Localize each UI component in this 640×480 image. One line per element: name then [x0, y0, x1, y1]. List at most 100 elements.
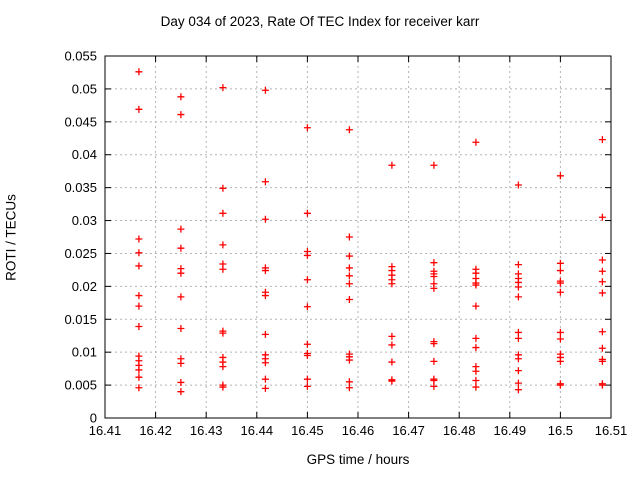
data-point-marker: [219, 363, 227, 371]
data-point-marker: [135, 249, 143, 257]
data-point-marker: [345, 264, 353, 272]
data-point-marker: [556, 357, 564, 365]
data-point-marker: [556, 328, 564, 336]
data-point-marker: [430, 272, 438, 280]
data-point-marker: [598, 256, 606, 264]
data-point-marker: [514, 367, 522, 375]
data-point-marker: [135, 323, 143, 331]
data-point-marker: [261, 384, 269, 392]
data-point-marker: [388, 280, 396, 288]
data-point-marker: [598, 381, 606, 389]
data-point-marker: [514, 386, 522, 394]
data-point-marker: [219, 184, 227, 192]
data-point-marker: [135, 366, 143, 374]
y-tick-label: 0.04: [72, 147, 97, 162]
data-point-marker: [135, 384, 143, 392]
data-point-marker: [345, 233, 353, 241]
data-point-marker: [177, 244, 185, 252]
data-point-marker: [598, 267, 606, 275]
y-tick-label: 0.02: [72, 279, 97, 294]
x-tick-label: 16.49: [494, 423, 527, 438]
x-tick-label: 16.42: [139, 423, 172, 438]
data-point-marker: [177, 293, 185, 301]
data-point-marker: [598, 213, 606, 221]
data-point-marker: [261, 375, 269, 383]
data-point-marker: [514, 328, 522, 336]
data-point-marker: [472, 376, 480, 384]
y-tick-label: 0.025: [64, 246, 97, 261]
data-point-marker: [261, 359, 269, 367]
data-point-marker: [598, 344, 606, 352]
data-point-marker: [472, 383, 480, 391]
data-point-marker: [430, 376, 438, 384]
data-point-marker: [303, 251, 311, 259]
data-point-marker: [345, 378, 353, 386]
data-point-marker: [430, 161, 438, 169]
x-tick-label: 16.48: [443, 423, 476, 438]
data-point-marker: [303, 124, 311, 132]
data-point-marker: [261, 178, 269, 186]
data-point-marker: [598, 278, 606, 286]
data-point-marker: [514, 283, 522, 291]
data-point-marker: [135, 292, 143, 300]
data-point-marker: [219, 265, 227, 273]
data-point-marker: [430, 284, 438, 292]
data-point-marker: [388, 161, 396, 169]
data-point-marker: [303, 351, 311, 359]
data-point-marker: [345, 296, 353, 304]
data-point-marker: [261, 215, 269, 223]
data-point-marker: [556, 381, 564, 389]
data-point-marker: [177, 269, 185, 277]
data-point-marker: [514, 379, 522, 387]
data-point-marker: [345, 272, 353, 280]
data-point-marker: [430, 259, 438, 267]
data-point-marker: [514, 293, 522, 301]
data-point-marker: [556, 259, 564, 267]
x-tick-label: 16.43: [190, 423, 223, 438]
data-point-marker: [303, 209, 311, 217]
data-point-marker: [219, 241, 227, 249]
data-point-marker: [472, 138, 480, 146]
data-point-marker: [598, 357, 606, 365]
data-point-marker: [514, 261, 522, 269]
y-tick-label: 0.03: [72, 213, 97, 228]
data-point-marker: [261, 330, 269, 338]
y-tick-label: 0.05: [72, 81, 97, 96]
data-point-marker: [135, 302, 143, 310]
data-point-marker: [303, 276, 311, 284]
data-point-marker: [472, 302, 480, 310]
data-point-marker: [345, 252, 353, 260]
y-tick-label: 0: [90, 411, 97, 426]
y-tick-label: 0.015: [64, 312, 97, 327]
data-point-marker: [556, 172, 564, 180]
data-point-marker: [430, 382, 438, 390]
y-tick-label: 0.055: [64, 49, 97, 64]
data-point-marker: [472, 344, 480, 352]
data-point-marker: [177, 324, 185, 332]
data-point-marker: [556, 335, 564, 343]
x-tick-label: 16.41: [89, 423, 122, 438]
data-point-marker: [261, 292, 269, 300]
data-point-marker: [514, 355, 522, 363]
x-tick-label: 16.44: [241, 423, 274, 438]
data-point-marker: [303, 303, 311, 311]
x-tick-label: 16.51: [595, 423, 628, 438]
data-point-marker: [219, 329, 227, 337]
x-tick-label: 16.47: [392, 423, 425, 438]
data-point-marker: [598, 136, 606, 144]
data-point-marker: [261, 86, 269, 94]
data-point-marker: [514, 334, 522, 342]
data-point-marker: [345, 356, 353, 364]
data-point-marker: [135, 105, 143, 113]
data-point-marker: [345, 384, 353, 392]
x-tick-label: 16.46: [342, 423, 375, 438]
data-point-marker: [219, 84, 227, 92]
data-point-marker: [430, 357, 438, 365]
data-point-marker: [177, 359, 185, 367]
y-tick-label: 0.045: [64, 114, 97, 129]
data-point-marker: [388, 341, 396, 349]
data-point-marker: [177, 111, 185, 119]
data-point-marker: [472, 367, 480, 375]
data-point-marker: [345, 126, 353, 134]
